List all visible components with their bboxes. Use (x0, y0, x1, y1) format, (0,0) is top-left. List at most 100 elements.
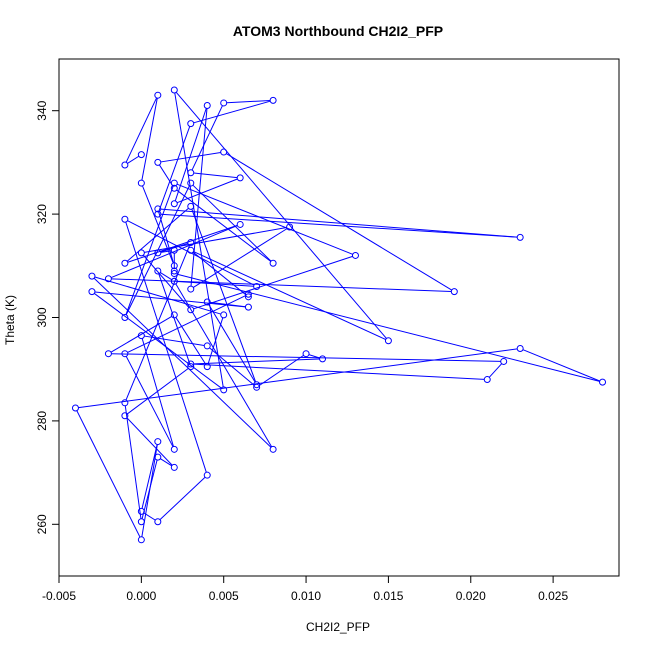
data-point (220, 148, 228, 156)
data-point (220, 99, 228, 107)
data-point (137, 518, 145, 526)
data-point (154, 158, 162, 166)
series-segment (76, 410, 141, 538)
series-segment (522, 349, 600, 382)
x-tick-label: -0.005 (42, 589, 76, 603)
data-point (170, 267, 178, 275)
data-point (104, 275, 112, 283)
data-point (269, 259, 277, 267)
series-segment (78, 348, 518, 409)
data-point (170, 179, 178, 187)
series-segment (190, 108, 208, 287)
data-point (170, 200, 178, 208)
data-point (203, 102, 211, 110)
series-segment (141, 338, 174, 447)
data-point (154, 249, 162, 257)
series-segment (193, 255, 353, 310)
data-point (244, 293, 252, 301)
data-point (187, 306, 195, 314)
series-segment (125, 356, 174, 447)
series-segment (174, 92, 224, 388)
data-point (187, 360, 195, 368)
series-segment (126, 207, 189, 262)
series-segment (127, 295, 246, 353)
data-point (236, 174, 244, 182)
data-point (253, 383, 261, 391)
y-tick-label: 260 (35, 514, 49, 534)
x-tick-label: 0.015 (373, 589, 403, 603)
y-axis: 260 280 300 320 340 (35, 100, 60, 534)
series-segment (94, 276, 221, 315)
series-segment (126, 368, 189, 415)
data-point (286, 223, 294, 231)
data-point (170, 445, 178, 453)
series-segment (110, 316, 172, 353)
series-segment (175, 317, 207, 365)
data-point (121, 412, 129, 420)
data-point (121, 314, 129, 321)
data-point (483, 376, 491, 384)
series-segment (141, 444, 158, 509)
data-point (137, 151, 145, 159)
series-segment (111, 278, 452, 293)
series-segment (193, 251, 386, 340)
series-segment (191, 208, 257, 383)
x-tick-label: 0.005 (209, 589, 239, 603)
data-point (88, 272, 96, 280)
series-segment (192, 251, 247, 296)
data-point (154, 267, 162, 275)
y-tick-label: 340 (35, 100, 49, 120)
y-axis-title: Theta (K) (3, 295, 17, 345)
data-point (351, 251, 359, 259)
data-point (154, 453, 162, 461)
data-point (516, 345, 524, 353)
series-segment (159, 476, 206, 521)
data-point (170, 463, 178, 471)
data-point (203, 342, 211, 350)
data-point (187, 169, 195, 177)
data-point (104, 350, 112, 358)
series-segment (176, 183, 353, 255)
data-point (187, 246, 195, 254)
data-point (170, 311, 178, 319)
series-segment (141, 459, 158, 519)
data-point (187, 363, 195, 371)
data-point (220, 386, 228, 394)
data-point (154, 91, 162, 99)
x-tick-label: 0.025 (538, 589, 568, 603)
data-point (137, 332, 145, 340)
data-point (137, 179, 145, 187)
data-point (137, 507, 145, 515)
series-segment (226, 100, 271, 104)
series-segment (160, 458, 173, 467)
series-segment (191, 105, 223, 171)
series-segment (208, 304, 256, 383)
data-point (203, 298, 211, 306)
series-segment (258, 354, 304, 387)
series-segment (160, 213, 518, 238)
data-point (154, 518, 162, 526)
data-point (203, 363, 211, 371)
plot-area (71, 86, 607, 544)
series-segment (93, 277, 272, 448)
data-point (170, 277, 178, 285)
series-segment (160, 208, 518, 238)
x-axis-title: CH2I2_PFP (306, 620, 370, 634)
series-segment (193, 228, 288, 288)
data-point (450, 288, 458, 296)
series-segment (158, 126, 191, 212)
series-segment (127, 155, 140, 164)
data-point (187, 285, 195, 293)
series-segment (226, 153, 452, 291)
data-point (319, 355, 327, 363)
data-point (170, 270, 178, 278)
series-segment (141, 98, 158, 181)
data-point (137, 249, 145, 257)
data-point (244, 303, 252, 311)
data-point (187, 179, 195, 187)
data-point (170, 86, 178, 94)
x-tick-label: 0.000 (126, 589, 156, 603)
data-point (154, 210, 162, 218)
data-point (269, 445, 277, 453)
